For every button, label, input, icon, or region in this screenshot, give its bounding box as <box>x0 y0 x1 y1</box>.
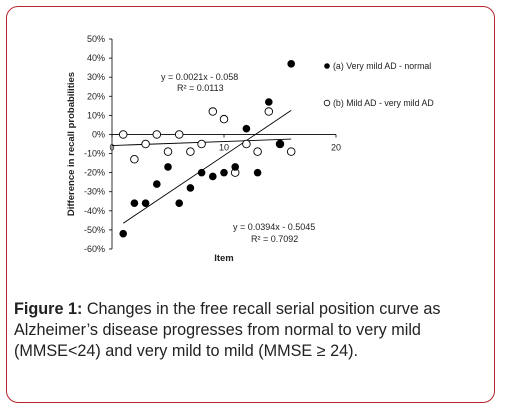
x-tick-label: 20 <box>331 142 341 152</box>
data-point-series-2 <box>286 147 296 156</box>
legend-marker-series-1 <box>324 63 330 69</box>
data-point-series-2 <box>242 139 251 149</box>
data-point-series-1 <box>197 168 206 177</box>
data-point-series-2 <box>264 107 274 116</box>
y-tick-label: 20% <box>87 91 105 101</box>
data-point-series-1 <box>209 172 217 181</box>
data-point-series-1 <box>175 199 183 207</box>
legend-label-series-2: (b) Mild AD - very mild AD <box>333 98 434 108</box>
equation-series-1: y = 0.0394x - 0.5045 <box>233 222 315 232</box>
data-point-series-1 <box>253 168 262 177</box>
data-point-series-2 <box>141 139 150 149</box>
y-tick-label: -20% <box>84 168 105 178</box>
data-point-series-2 <box>253 147 262 156</box>
figure-frame <box>6 6 495 403</box>
y-tick-label: -30% <box>84 187 105 197</box>
trendline-series-1 <box>122 110 292 224</box>
data-point-series-1 <box>220 168 228 177</box>
data-point-series-2 <box>197 139 206 149</box>
y-tick-label: -50% <box>84 225 105 235</box>
data-point-series-2 <box>174 130 184 139</box>
y-tick-label: 0% <box>92 129 105 139</box>
y-tick-label: 10% <box>87 110 105 120</box>
x-tick-label: 10 <box>219 142 229 152</box>
r2-series-1: R² = 0.7092 <box>251 234 298 244</box>
data-point-series-2 <box>118 130 128 139</box>
equation-series-2: y = 0.0021x - 0.058 <box>161 72 238 82</box>
y-tick-label: -10% <box>84 149 105 159</box>
r2-series-2: R² = 0.0113 <box>177 83 224 93</box>
data-point-series-2 <box>208 107 218 116</box>
y-tick-label: 50% <box>87 34 105 44</box>
data-point-series-1 <box>119 229 127 238</box>
data-point-series-1 <box>130 199 139 207</box>
caption-lead: Figure 1: <box>14 300 83 318</box>
y-tick-label: -60% <box>84 244 105 254</box>
legend-marker-series-2 <box>323 99 331 107</box>
x-tick-label: 0 <box>109 142 114 152</box>
data-point-series-1 <box>242 124 251 133</box>
data-point-series-2 <box>186 147 195 156</box>
legend-label-series-1: (a) Very mild AD - normal <box>333 61 431 71</box>
y-axis-label: Difference in recall probabilities <box>66 72 77 216</box>
data-point-series-2 <box>130 155 139 164</box>
figure-caption: Figure 1: Changes in the free recall ser… <box>14 299 484 362</box>
y-tick-label: 40% <box>87 53 105 63</box>
data-point-series-2 <box>219 114 229 124</box>
y-tick-label: 30% <box>87 72 105 82</box>
data-point-series-1 <box>141 199 150 207</box>
scatter-chart: -60% -50% -40% -30% -20% -10% 0% 10% 20% 30% 40% 50… <box>66 34 434 264</box>
caption-text: Changes in the free recall serial positi… <box>14 300 441 360</box>
data-point-series-1 <box>265 98 273 106</box>
data-point-series-1 <box>153 180 161 188</box>
data-point-series-2 <box>163 147 173 156</box>
data-point-series-1 <box>231 163 239 171</box>
data-point-series-1 <box>164 163 172 171</box>
data-point-series-1 <box>276 140 284 148</box>
y-tick-label: -40% <box>84 206 105 216</box>
data-point-series-2 <box>152 130 162 139</box>
data-point-series-1 <box>186 184 195 192</box>
data-point-series-1 <box>287 60 296 68</box>
x-axis-label: Item <box>214 253 234 264</box>
